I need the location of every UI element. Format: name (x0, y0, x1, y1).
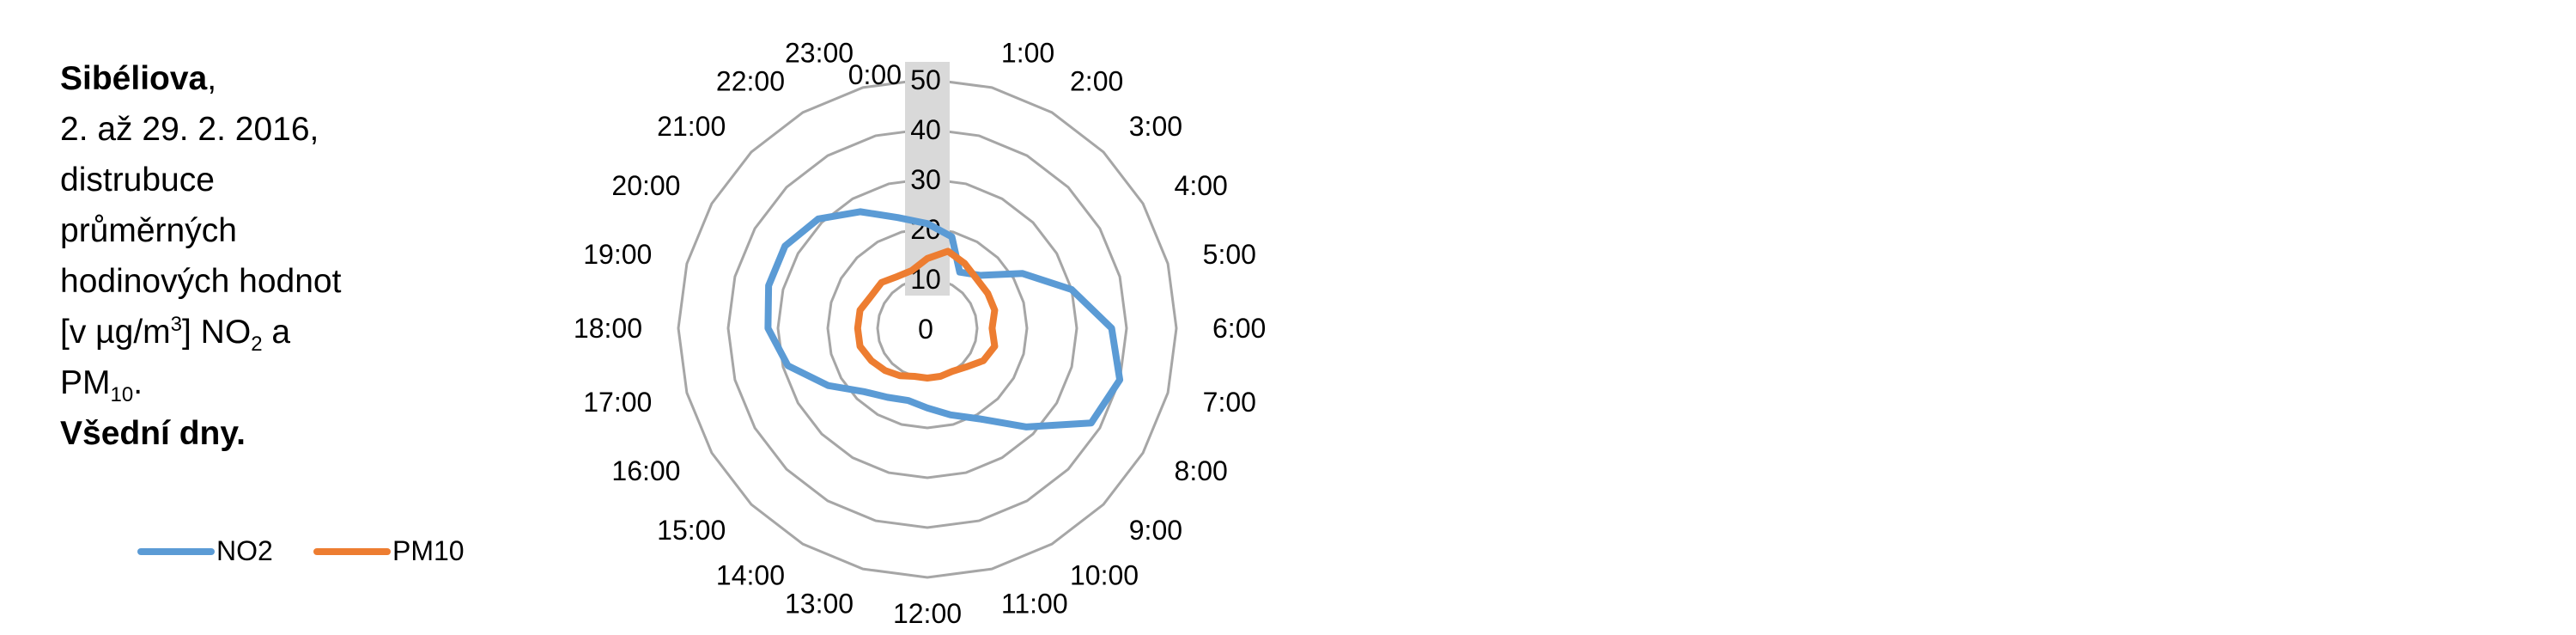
legend-label-pm10: PM10 (392, 535, 465, 566)
radial-tick-label-40: 40 (910, 114, 941, 145)
category-label-23:00: 23:00 (785, 37, 854, 68)
category-label-6:00: 6:00 (1212, 313, 1266, 344)
units-text-1: [v µg/m (60, 314, 171, 351)
pm-subscript: 10 (110, 382, 134, 406)
category-label-20:00: 20:00 (611, 170, 680, 201)
category-label-19:00: 19:00 (583, 239, 652, 270)
category-label-9:00: 9:00 (1129, 515, 1182, 546)
category-label-2:00: 2:00 (1070, 65, 1123, 96)
caption-line-3: distrubuce (60, 162, 215, 198)
units-text-2: ] NO (182, 314, 252, 351)
legend-swatch-no2 (137, 548, 215, 555)
category-label-13:00: 13:00 (785, 589, 854, 620)
radial-tick-label-50: 50 (910, 64, 941, 95)
radial-tick-label-0: 0 (918, 314, 933, 345)
grid-ring-20 (826, 227, 1029, 430)
category-label-16:00: 16:00 (611, 455, 680, 486)
category-label-3:00: 3:00 (1129, 111, 1182, 142)
chart-caption: Sibéliova, 2. až 29. 2. 2016, distrubuce… (60, 53, 421, 459)
caption-line-4: průměrných (60, 212, 237, 249)
legend-label-no2: NO2 (216, 535, 273, 566)
category-label-22:00: 22:00 (716, 65, 785, 96)
units-superscript: 3 (170, 313, 183, 336)
category-label-11:00: 11:00 (1001, 589, 1068, 620)
caption-line-station: Sibéliova, (60, 53, 421, 104)
category-label-5:00: 5:00 (1203, 239, 1256, 270)
grid-ring-30 (776, 177, 1078, 479)
station-suffix: , (207, 60, 217, 97)
units-subscript: 2 (251, 332, 263, 356)
category-label-21:00: 21:00 (657, 111, 726, 142)
caption-line-5: hodinových hodnot (60, 263, 342, 300)
pm-period: . (133, 364, 143, 401)
caption-line-units: [v µg/m3] NO2 a (60, 307, 421, 357)
caption-period: 2. až 29. 2. 2016, (60, 111, 319, 148)
category-label-17:00: 17:00 (583, 387, 652, 418)
category-label-0:00: 0:00 (848, 59, 902, 90)
pm-text: PM (60, 364, 111, 401)
caption-day-type-line: Všední dny. (60, 408, 421, 459)
caption-line-pm: PM10. (60, 357, 421, 408)
radial-tick-label-30: 30 (910, 164, 941, 195)
category-label-4:00: 4:00 (1175, 170, 1228, 201)
category-label-15:00: 15:00 (657, 515, 726, 546)
category-label-14:00: 14:00 (716, 560, 785, 591)
station-name: Sibéliova (60, 60, 208, 97)
units-text-3: a (262, 314, 291, 351)
category-label-12:00: 12:00 (893, 598, 962, 629)
category-label-8:00: 8:00 (1175, 455, 1228, 486)
category-label-18:00: 18:00 (574, 313, 642, 344)
category-label-10:00: 10:00 (1070, 560, 1139, 591)
legend-swatch-pm10 (313, 548, 391, 555)
grid-ring-50 (677, 77, 1178, 579)
category-label-7:00: 7:00 (1203, 387, 1256, 418)
caption-day-type: Všední dny. (60, 415, 246, 452)
grid-ring-40 (726, 127, 1128, 529)
radar-chart: 010203040500:001:002:003:004:005:006:007… (574, 37, 1266, 629)
category-label-1:00: 1:00 (1001, 37, 1054, 68)
